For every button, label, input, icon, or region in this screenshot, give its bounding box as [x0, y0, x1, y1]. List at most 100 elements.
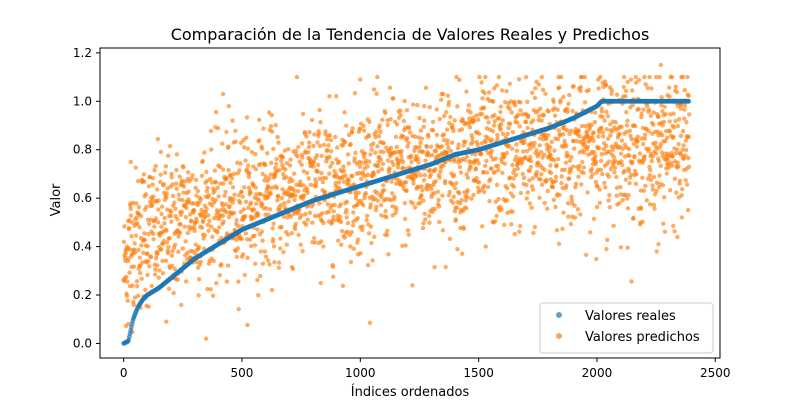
predicted-point [342, 139, 348, 145]
predicted-point [169, 175, 174, 180]
predicted-point [534, 169, 540, 175]
x-tick-label: 500 [231, 366, 254, 380]
predicted-point [201, 218, 206, 223]
predicted-point [301, 183, 306, 188]
predicted-point [567, 158, 573, 164]
predicted-point [574, 138, 579, 144]
predicted-point [133, 233, 139, 238]
predicted-point [579, 74, 584, 80]
predicted-point [627, 180, 632, 186]
predicted-point [338, 202, 343, 207]
predicted-point [297, 159, 302, 164]
predicted-point [262, 162, 268, 168]
predicted-point [267, 262, 272, 267]
predicted-point [647, 74, 652, 80]
predicted-point [432, 206, 438, 212]
predicted-point [258, 161, 263, 167]
predicted-point [253, 201, 259, 206]
predicted-point [463, 139, 468, 145]
predicted-point [303, 222, 309, 227]
predicted-point [371, 172, 376, 177]
predicted-point [236, 279, 241, 284]
predicted-point [211, 215, 217, 221]
predicted-point [359, 160, 364, 165]
predicted-point [134, 215, 139, 220]
predicted-point [121, 239, 127, 245]
predicted-point [167, 236, 172, 241]
predicted-point [213, 180, 219, 185]
predicted-point [516, 77, 522, 82]
predicted-point [414, 173, 419, 178]
predicted-point [400, 165, 405, 170]
predicted-point [290, 266, 296, 272]
predicted-point [185, 250, 190, 256]
predicted-point [476, 161, 481, 166]
predicted-point [683, 147, 689, 153]
predicted-point [394, 207, 399, 212]
predicted-point [554, 162, 559, 168]
predicted-point [143, 287, 148, 292]
predicted-point [219, 262, 224, 267]
predicted-point [636, 77, 642, 83]
predicted-point [485, 115, 490, 120]
predicted-point [552, 148, 557, 153]
predicted-point [237, 168, 242, 173]
predicted-point [489, 166, 494, 171]
real-point [686, 98, 692, 104]
predicted-point [281, 249, 286, 255]
predicted-point [683, 153, 688, 158]
predicted-point [178, 302, 184, 308]
predicted-point [245, 255, 250, 261]
predicted-point [451, 172, 457, 178]
predicted-point [613, 120, 618, 125]
predicted-point [529, 205, 534, 210]
predicted-point [609, 91, 614, 96]
predicted-point [443, 264, 448, 270]
predicted-point [653, 151, 659, 156]
predicted-point [596, 145, 602, 151]
predicted-point [611, 155, 617, 160]
predicted-point [592, 110, 598, 115]
predicted-point [191, 208, 197, 213]
predicted-point [659, 132, 665, 138]
predicted-point [596, 86, 601, 91]
predicted-point [639, 114, 644, 120]
predicted-point [433, 179, 439, 184]
predicted-point [474, 113, 479, 118]
predicted-point [645, 104, 650, 109]
predicted-point [686, 134, 691, 139]
predicted-point [538, 177, 543, 182]
predicted-point [152, 167, 157, 173]
predicted-point [385, 158, 391, 163]
predicted-point [664, 135, 670, 141]
predicted-point [651, 122, 656, 127]
predicted-point [403, 243, 408, 248]
predicted-point [532, 95, 538, 101]
predicted-point [561, 94, 566, 100]
predicted-point [428, 172, 434, 177]
predicted-point [520, 171, 525, 177]
predicted-point [671, 111, 676, 116]
predicted-point [399, 152, 404, 158]
predicted-point [686, 93, 691, 99]
predicted-point [650, 183, 655, 188]
predicted-point [162, 221, 167, 226]
predicted-point [421, 103, 427, 109]
predicted-point [150, 175, 156, 181]
predicted-point [163, 163, 169, 169]
predicted-point [213, 109, 219, 115]
predicted-point [591, 138, 596, 144]
predicted-point [612, 165, 618, 171]
x-tick-label: 2000 [582, 366, 613, 380]
predicted-point [579, 123, 585, 129]
predicted-point [423, 158, 428, 163]
predicted-point [301, 169, 306, 174]
predicted-point [348, 244, 353, 249]
predicted-point [456, 191, 462, 196]
predicted-point [338, 219, 344, 225]
predicted-point [216, 125, 221, 131]
predicted-point [498, 127, 503, 132]
predicted-point [134, 279, 140, 284]
predicted-point [439, 97, 444, 102]
predicted-point [247, 237, 253, 242]
